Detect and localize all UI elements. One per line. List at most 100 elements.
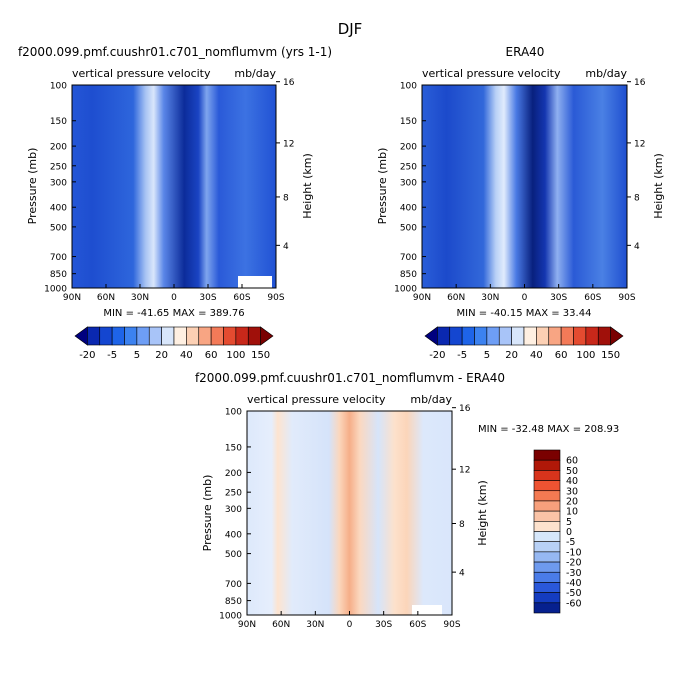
colorbar-label: -5 — [107, 350, 117, 361]
pressure-tick-label: 300 — [50, 178, 67, 188]
pressure-tick-label: 250 — [225, 489, 242, 499]
latitude-tick-label: 30S — [550, 293, 567, 303]
latitude-tick-label: 0 — [171, 293, 177, 303]
colorbar-swatch — [533, 480, 561, 492]
colorbar-swatch — [498, 326, 512, 346]
pressure-tick-label: 400 — [225, 530, 242, 540]
colorbar-label: 60 — [205, 350, 218, 361]
min-max-stats: MIN = -41.65 MAX = 389.76 — [103, 308, 244, 319]
panel-title: ERA40 — [506, 45, 545, 59]
colorbar-swatch — [235, 326, 249, 346]
min-max-stats: MIN = -32.48 MAX = 208.93 — [478, 424, 619, 435]
height-tick-label: 16 — [459, 404, 471, 414]
colorbar-swatch — [597, 326, 611, 346]
panel-subtitle-right: mb/day — [410, 393, 452, 406]
latitude-tick-labels: 90N 60N 30N 0 30S 60S 90S — [413, 284, 636, 303]
pressure-tick-label: 500 — [225, 550, 242, 560]
colorbar-label: -50 — [566, 588, 582, 599]
height-tick-labels: 4 8 12 16 — [452, 404, 471, 579]
pressure-tick-label: 400 — [50, 204, 67, 214]
latitude-tick-label: 60N — [97, 293, 115, 303]
colorbar-label: 150 — [601, 350, 620, 361]
colorbar-swatch — [486, 326, 500, 346]
y-axis-label-right: Height (km) — [652, 153, 665, 219]
pressure-tick-label: 500 — [400, 223, 417, 233]
y-axis-label: Pressure (mb) — [26, 148, 39, 225]
colorbar-swatch — [247, 326, 261, 346]
panel-subtitle-left: vertical pressure velocity — [72, 67, 211, 80]
latitude-tick-label: 30N — [306, 620, 324, 630]
colorbar-model: -20 -5 5 20 40 60 100 150 — [74, 326, 274, 361]
height-tick-label: 12 — [283, 139, 294, 149]
latitude-tick-label: 60S — [233, 293, 250, 303]
pressure-tick-label: 1000 — [394, 285, 417, 295]
height-tick-labels: 4 8 12 16 — [276, 78, 295, 252]
pressure-tick-label: 150 — [50, 117, 67, 127]
colorbar-swatch — [136, 326, 150, 346]
pressure-tick-label: 1000 — [44, 285, 67, 295]
latitude-tick-label: 60N — [272, 620, 290, 630]
latitude-tick-label: 30N — [481, 293, 499, 303]
colorbar-label: 5 — [484, 350, 490, 361]
colorbar-label: 50 — [566, 466, 578, 477]
pressure-tick-labels: 100 150 200 250 300 400 500 700 850 1000 — [44, 82, 76, 295]
colorbar-label: -30 — [566, 568, 582, 579]
figure-title: DJF — [338, 20, 363, 38]
pressure-tick-label: 200 — [400, 143, 417, 153]
colorbar-swatch — [523, 326, 537, 346]
pressure-tick-label: 700 — [225, 580, 242, 590]
colorbar-swatch — [533, 582, 561, 593]
colorbar-era40: -20 -5 5 20 40 60 100 150 — [424, 326, 624, 361]
colorbar-swatch — [186, 326, 200, 346]
latitude-tick-label: 90N — [413, 293, 431, 303]
pressure-tick-label: 150 — [400, 117, 417, 127]
pressure-tick-label: 250 — [50, 162, 67, 172]
latitude-tick-label: 0 — [522, 293, 528, 303]
pressure-tick-label: 100 — [400, 82, 417, 92]
pressure-tick-label: 200 — [50, 143, 67, 153]
colorbar-label: 0 — [566, 527, 572, 538]
pressure-tick-label: 100 — [50, 82, 67, 92]
colorbar-swatch — [474, 326, 488, 346]
colorbar-swatch — [161, 326, 175, 346]
height-tick-label: 12 — [459, 466, 470, 476]
height-tick-labels: 4 8 12 16 — [627, 78, 646, 252]
colorbar-label: 10 — [566, 507, 578, 518]
colorbar-swatch — [533, 521, 561, 532]
latitude-tick-label: 90N — [63, 293, 81, 303]
colorbar-swatch — [210, 326, 224, 346]
colorbar-label: -10 — [566, 547, 582, 558]
colorbar-label: 100 — [576, 350, 595, 361]
colorbar-swatch — [87, 326, 101, 346]
colorbar-swatch — [124, 326, 138, 346]
colorbar-swatch — [260, 326, 274, 346]
colorbar-swatch — [74, 326, 88, 346]
panel-title: f2000.099.pmf.cuushr01.c701_nomflumvm (y… — [18, 45, 332, 59]
colorbar-label: -20 — [429, 350, 445, 361]
height-tick-label: 16 — [634, 78, 646, 88]
latitude-tick-label: 60N — [447, 293, 465, 303]
pressure-tick-label: 400 — [400, 204, 417, 214]
colorbar-swatch — [533, 541, 561, 553]
latitude-tick-label: 90S — [267, 293, 284, 303]
colorbar-label: 150 — [251, 350, 270, 361]
colorbar-label: -60 — [566, 598, 582, 609]
colorbar-swatch — [223, 326, 237, 346]
colorbar-swatch — [533, 551, 561, 563]
height-tick-label: 8 — [283, 193, 289, 203]
colorbar-label: 5 — [134, 350, 140, 361]
pressure-tick-label: 300 — [400, 178, 417, 188]
colorbar-label: 5 — [566, 517, 572, 528]
colorbar-swatch — [533, 561, 561, 573]
colorbar-swatch — [198, 326, 212, 346]
y-axis-label-right: Height (km) — [301, 153, 314, 219]
colorbar-label: -5 — [457, 350, 467, 361]
colorbar-swatch — [533, 531, 561, 542]
height-tick-label: 4 — [283, 242, 289, 252]
panel-era40: ERA40 vertical pressure velocity mb/day … — [376, 45, 665, 319]
pressure-tick-label: 850 — [50, 270, 67, 280]
panel-difference: f2000.099.pmf.cuushr01.c701_nomflumvm - … — [195, 371, 619, 630]
colorbar-label: 100 — [226, 350, 245, 361]
colorbar-label: 20 — [566, 496, 578, 507]
